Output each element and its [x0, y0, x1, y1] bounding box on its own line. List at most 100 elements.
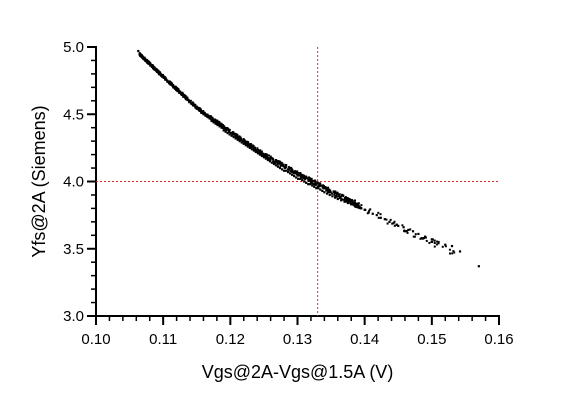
data-point — [317, 187, 320, 190]
data-point — [159, 72, 162, 75]
data-point — [244, 142, 247, 145]
data-point — [449, 252, 452, 255]
data-point — [330, 192, 333, 195]
data-point — [296, 173, 299, 176]
data-point — [189, 99, 192, 102]
data-point — [336, 197, 339, 201]
x-tick-label: 0.14 — [350, 331, 379, 348]
data-point — [269, 155, 272, 158]
data-point — [311, 182, 314, 185]
data-point — [286, 170, 290, 174]
data-point — [314, 183, 317, 186]
data-point — [452, 250, 455, 253]
data-point — [414, 233, 417, 236]
data-point — [346, 197, 349, 200]
y-tick-label: 5.0 — [63, 39, 84, 56]
data-point — [163, 76, 166, 79]
data-point — [301, 173, 304, 176]
data-point — [230, 134, 233, 137]
data-point — [248, 146, 251, 149]
data-point — [270, 161, 274, 164]
x-tick-label: 0.16 — [484, 331, 513, 348]
data-point — [264, 156, 267, 159]
data-point — [289, 172, 292, 175]
data-point — [356, 205, 359, 208]
data-point — [401, 224, 404, 227]
data-point — [248, 143, 251, 146]
data-point — [305, 175, 308, 178]
data-point — [407, 228, 410, 232]
data-point — [234, 134, 237, 137]
data-point — [419, 237, 422, 240]
data-point — [351, 199, 354, 202]
data-point — [223, 127, 226, 130]
data-points — [137, 49, 480, 268]
data-point — [441, 245, 444, 248]
data-point — [312, 180, 315, 183]
data-point — [308, 177, 311, 180]
data-point — [143, 56, 146, 59]
data-point — [152, 65, 155, 68]
data-point — [366, 212, 369, 215]
data-point — [453, 251, 456, 254]
data-point — [272, 158, 275, 161]
data-point — [146, 59, 149, 62]
data-point — [305, 181, 308, 184]
data-point — [257, 148, 260, 151]
data-point — [338, 197, 341, 200]
data-point — [168, 80, 171, 83]
data-point — [307, 183, 310, 186]
x-major-ticks — [95, 316, 500, 325]
data-point — [318, 184, 321, 187]
data-point — [304, 177, 307, 180]
data-point — [342, 198, 345, 201]
data-point — [302, 177, 305, 180]
data-point — [203, 111, 206, 114]
data-point — [333, 193, 336, 196]
data-point — [317, 182, 320, 185]
data-point — [282, 163, 285, 166]
data-point — [389, 218, 392, 221]
data-point — [147, 60, 150, 63]
x-axis-label: Vgs@2A-Vgs@1.5A (V) — [202, 362, 394, 382]
data-point — [223, 125, 226, 128]
data-point — [157, 70, 160, 73]
data-point — [395, 223, 398, 226]
data-point — [323, 191, 326, 194]
data-point — [333, 192, 336, 195]
data-point — [276, 163, 279, 166]
data-point — [371, 212, 374, 215]
data-point — [299, 177, 302, 180]
data-point — [357, 204, 360, 207]
data-point — [435, 243, 438, 246]
data-point — [368, 209, 371, 212]
data-point — [265, 154, 268, 157]
data-point — [307, 178, 310, 181]
data-point — [158, 73, 161, 76]
data-point — [280, 168, 284, 171]
data-point — [176, 89, 179, 92]
data-point — [327, 190, 330, 193]
data-point — [310, 180, 313, 183]
data-point — [252, 148, 255, 151]
data-point — [287, 168, 290, 171]
data-point — [312, 183, 315, 186]
data-point — [260, 150, 263, 153]
data-point — [313, 185, 316, 188]
data-point — [260, 152, 263, 155]
data-point — [226, 131, 229, 135]
data-point — [141, 55, 144, 58]
data-point — [186, 97, 189, 100]
data-point — [325, 188, 328, 191]
data-point — [369, 208, 372, 211]
data-point — [170, 83, 173, 86]
data-point — [207, 115, 210, 118]
data-point — [186, 98, 189, 101]
data-point — [227, 128, 230, 131]
data-point — [274, 159, 277, 162]
data-point — [436, 240, 439, 243]
data-point — [191, 102, 194, 105]
data-point — [300, 176, 303, 179]
data-point — [243, 139, 246, 142]
data-point — [182, 94, 185, 97]
